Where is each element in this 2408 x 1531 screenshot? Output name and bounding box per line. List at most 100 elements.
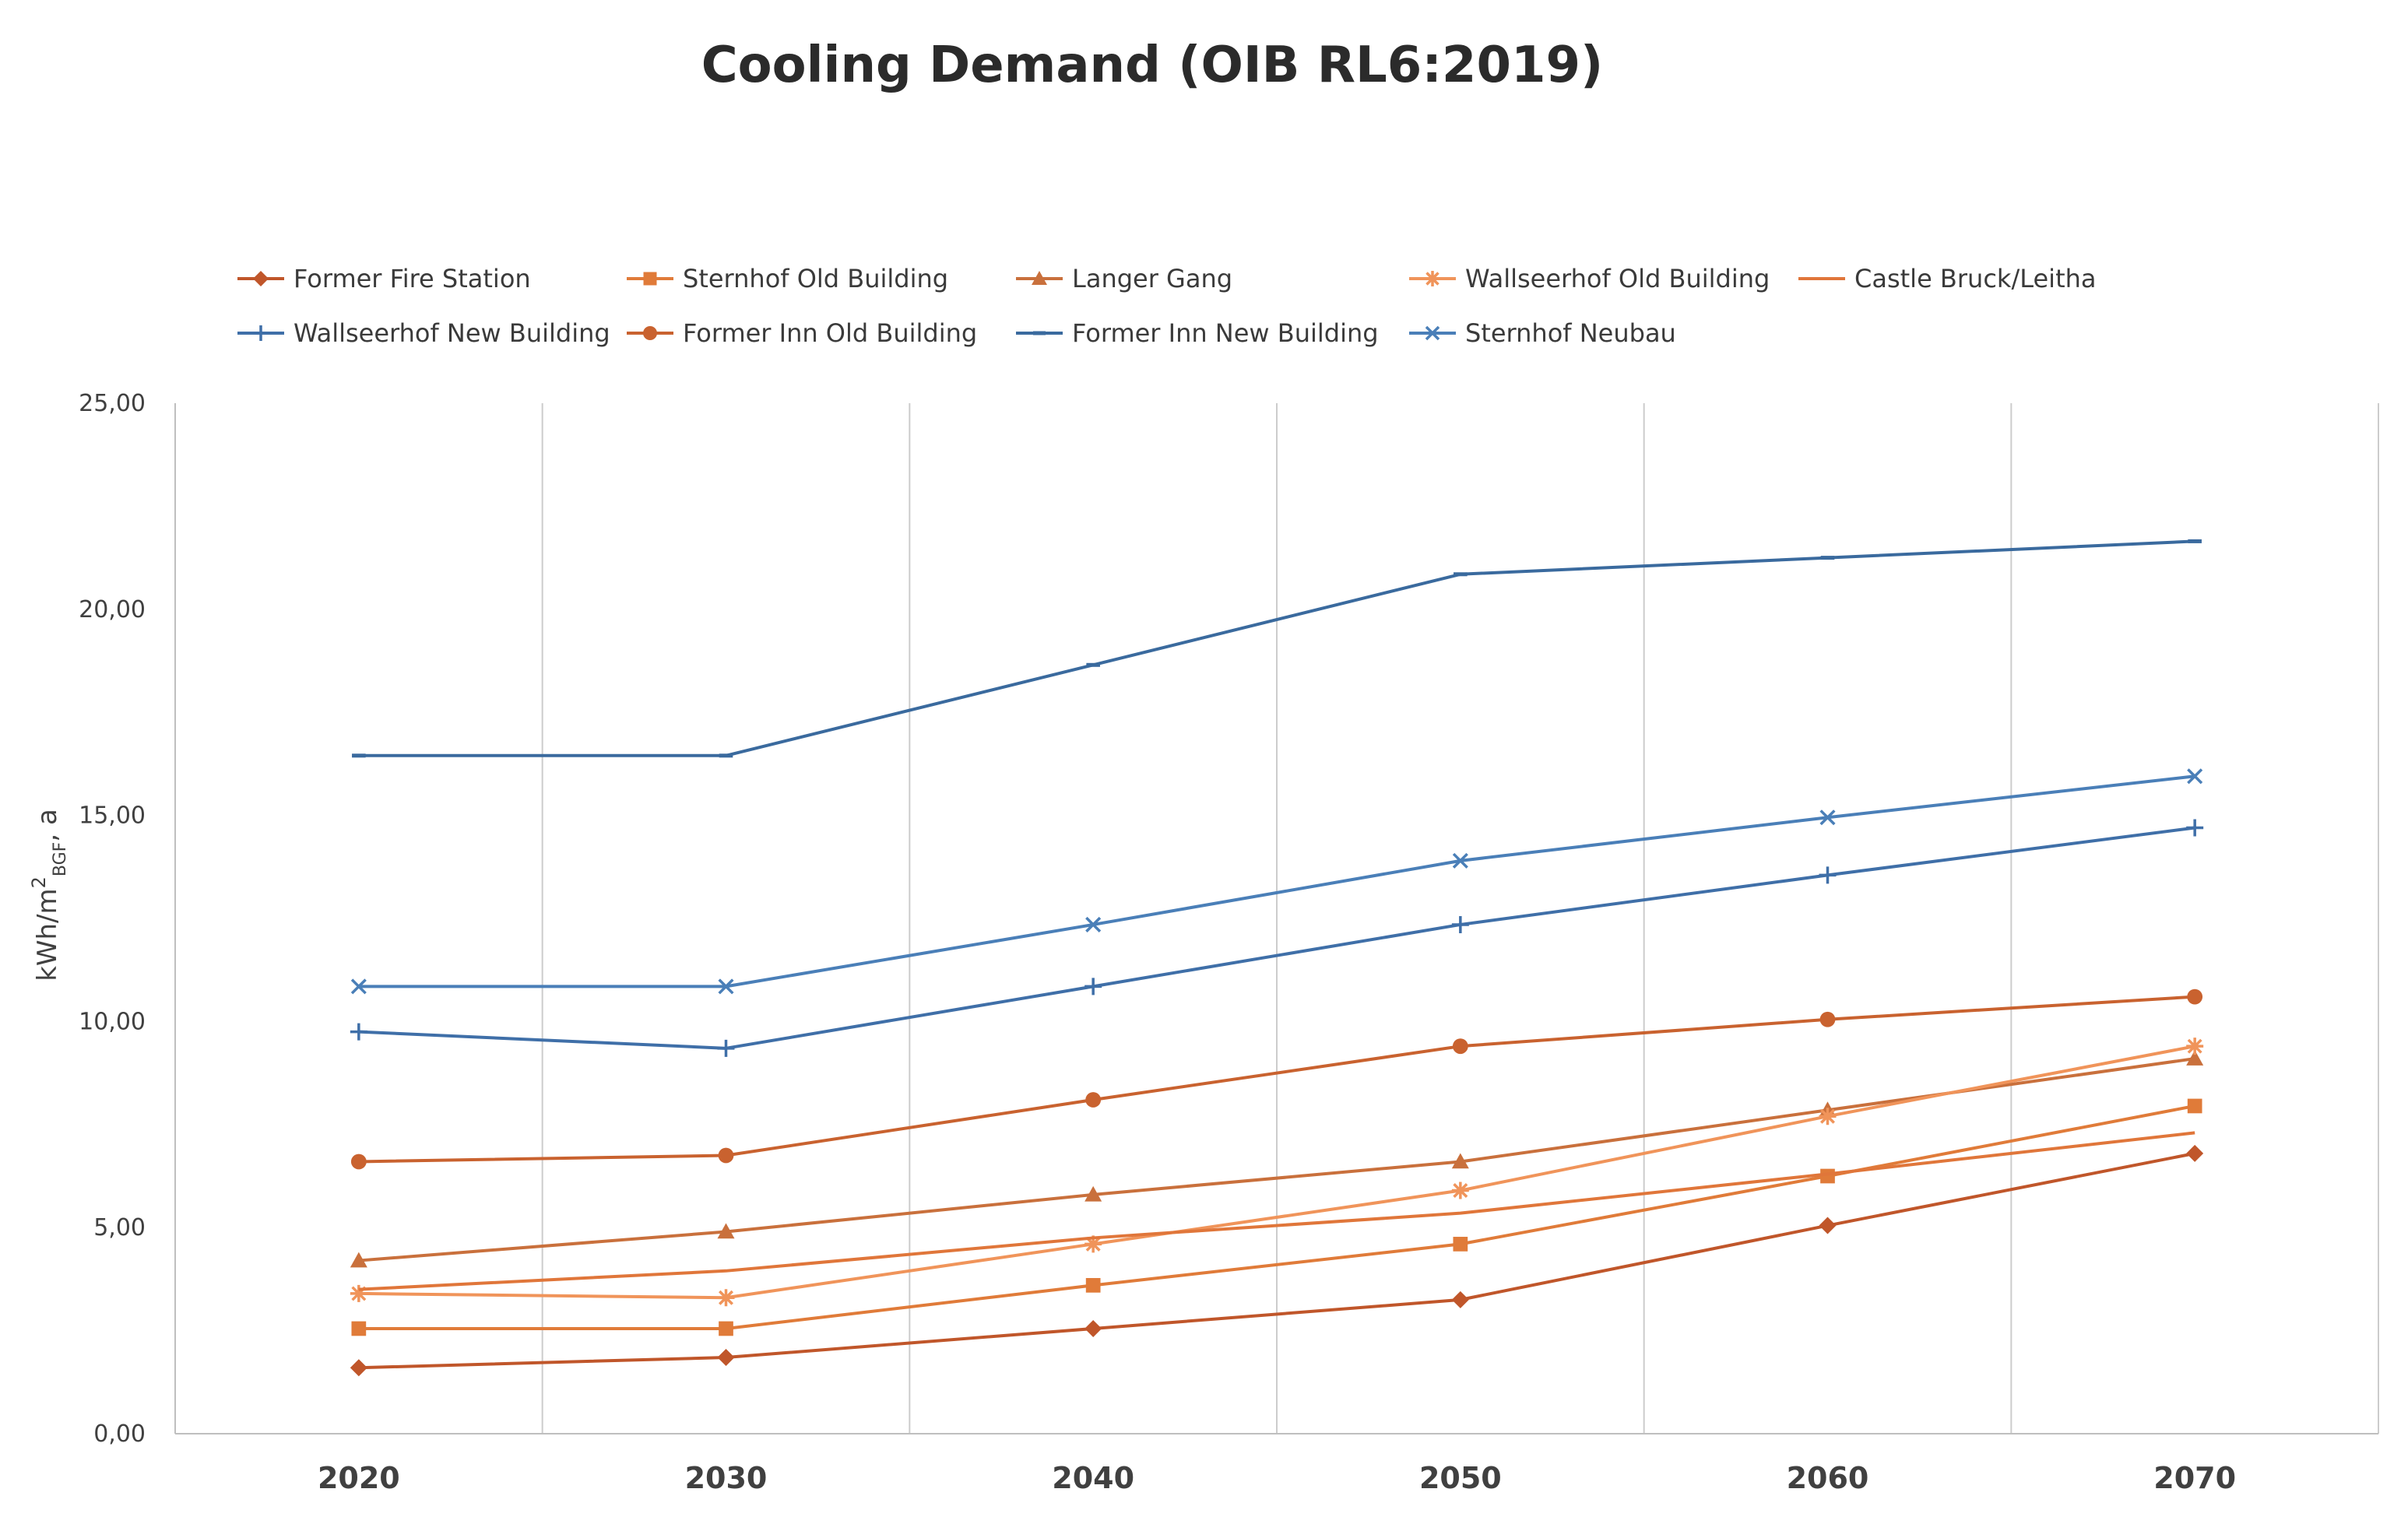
series-line — [358, 774, 2195, 988]
series-line — [358, 826, 2195, 1050]
legend-marker — [1425, 325, 1440, 341]
legend-marker — [1032, 271, 1047, 285]
data-point — [1453, 1237, 1468, 1252]
data-point — [352, 753, 366, 758]
legend-item: Wallseerhof Old Building — [1409, 264, 1770, 293]
data-point — [1451, 915, 1469, 933]
series-layer — [350, 539, 2204, 1377]
data-point — [1819, 809, 1836, 826]
legend-item: Langer Gang — [1016, 264, 1232, 293]
data-point — [2186, 819, 2204, 837]
data-point — [350, 1154, 367, 1170]
data-point — [350, 1252, 367, 1268]
data-point — [1084, 1185, 1102, 1202]
series-castle-bruck-leitha — [358, 1131, 2195, 1291]
x-tick-label: 2060 — [1787, 1461, 1869, 1495]
data-point — [2186, 1144, 2204, 1162]
legend-item: Wallseerhof New Building — [237, 318, 610, 348]
data-point — [719, 753, 733, 758]
legend-marker — [643, 326, 657, 340]
data-point — [1084, 1235, 1102, 1253]
data-point — [718, 1147, 734, 1164]
series-former-inn-old-building — [350, 988, 2203, 1170]
legend-item: Former Inn New Building — [1016, 318, 1379, 348]
legend-item: Former Fire Station — [237, 264, 531, 293]
data-point — [1085, 1092, 1102, 1108]
data-point — [2188, 539, 2202, 543]
y-tick-label: 5,00 — [93, 1214, 146, 1241]
series-sternhof-old-building — [351, 1098, 2202, 1336]
legend-item: Castle Bruck/Leitha — [1798, 264, 2097, 293]
legend: Former Fire Station Sternhof Old Building… — [237, 264, 2097, 348]
x-tick-label: 2070 — [2153, 1461, 2236, 1495]
data-point — [1819, 1011, 1836, 1027]
data-point — [1085, 916, 1102, 932]
data-point — [718, 978, 734, 995]
data-point — [350, 1359, 367, 1377]
data-point — [351, 1321, 367, 1336]
data-point — [350, 1023, 367, 1041]
y-axis-ticks: 0,00 5,00 10,00 15,00 20,00 25,00 — [79, 390, 146, 1448]
series-line — [358, 1151, 2195, 1370]
legend-label: Langer Gang — [1072, 264, 1232, 293]
data-point — [2187, 768, 2203, 785]
series-wallseerhof-new-building — [350, 819, 2204, 1057]
series-wallseerhof-old-building — [350, 1038, 2204, 1307]
legend-label: Wallseerhof Old Building — [1465, 264, 1770, 293]
data-point — [1819, 1217, 1837, 1234]
data-point — [1451, 1290, 1469, 1308]
axes — [174, 403, 2378, 1434]
legend-marker — [1425, 271, 1440, 286]
series-former-fire-station — [350, 1144, 2204, 1377]
legend-item: Sternhof Old Building — [627, 264, 948, 293]
data-point — [1819, 866, 1837, 884]
data-point — [1454, 572, 1468, 577]
grid — [541, 403, 2379, 1434]
y-axis-label: kWh/m2BGF, a — [28, 809, 70, 981]
legend-marker — [253, 325, 269, 341]
series-line — [358, 1057, 2195, 1262]
legend-marker — [643, 272, 657, 286]
data-point — [1084, 1319, 1102, 1337]
legend-item: Former Inn Old Building — [627, 318, 977, 348]
y-tick-label: 0,00 — [93, 1420, 146, 1448]
data-point — [350, 1284, 367, 1302]
legend-label: Wallseerhof New Building — [294, 318, 610, 348]
x-tick-label: 2040 — [1052, 1461, 1134, 1495]
x-tick-label: 2030 — [685, 1461, 768, 1495]
y-tick-label: 10,00 — [79, 1008, 146, 1035]
series-line — [358, 995, 2195, 1164]
legend-label: Former Inn Old Building — [683, 318, 977, 348]
legend-label: Former Fire Station — [294, 264, 531, 293]
data-point — [1084, 978, 1102, 996]
series-line — [358, 1104, 2195, 1330]
chart-title: Cooling Demand (OIB RL6:2019) — [701, 37, 1604, 94]
data-point — [2186, 1038, 2204, 1055]
data-point — [717, 1349, 735, 1367]
legend-label: Sternhof Old Building — [683, 264, 948, 293]
series-line — [358, 539, 2195, 757]
data-point — [2186, 1050, 2204, 1066]
x-axis-ticks: 2020 2030 2040 2050 2060 2070 — [318, 1461, 2236, 1495]
legend-label: Former Inn New Building — [1072, 318, 1379, 348]
data-point — [1452, 852, 1468, 869]
y-tick-label: 25,00 — [79, 390, 146, 417]
x-tick-label: 2050 — [1419, 1461, 1502, 1495]
series-sternhof-neubau — [350, 768, 2203, 995]
data-point — [717, 1039, 735, 1057]
data-point — [719, 1321, 733, 1336]
data-point — [2187, 1098, 2202, 1114]
data-point — [1451, 1153, 1469, 1169]
legend-marker — [1033, 331, 1046, 335]
legend-label: Castle Bruck/Leitha — [1854, 264, 2097, 293]
data-point — [1086, 662, 1100, 667]
data-point — [1820, 556, 1835, 560]
data-point — [717, 1289, 735, 1307]
data-point — [1452, 1038, 1468, 1055]
x-tick-label: 2020 — [318, 1461, 400, 1495]
legend-label: Sternhof Neubau — [1465, 318, 1676, 348]
legend-marker — [253, 271, 269, 286]
series-line — [358, 1131, 2195, 1291]
